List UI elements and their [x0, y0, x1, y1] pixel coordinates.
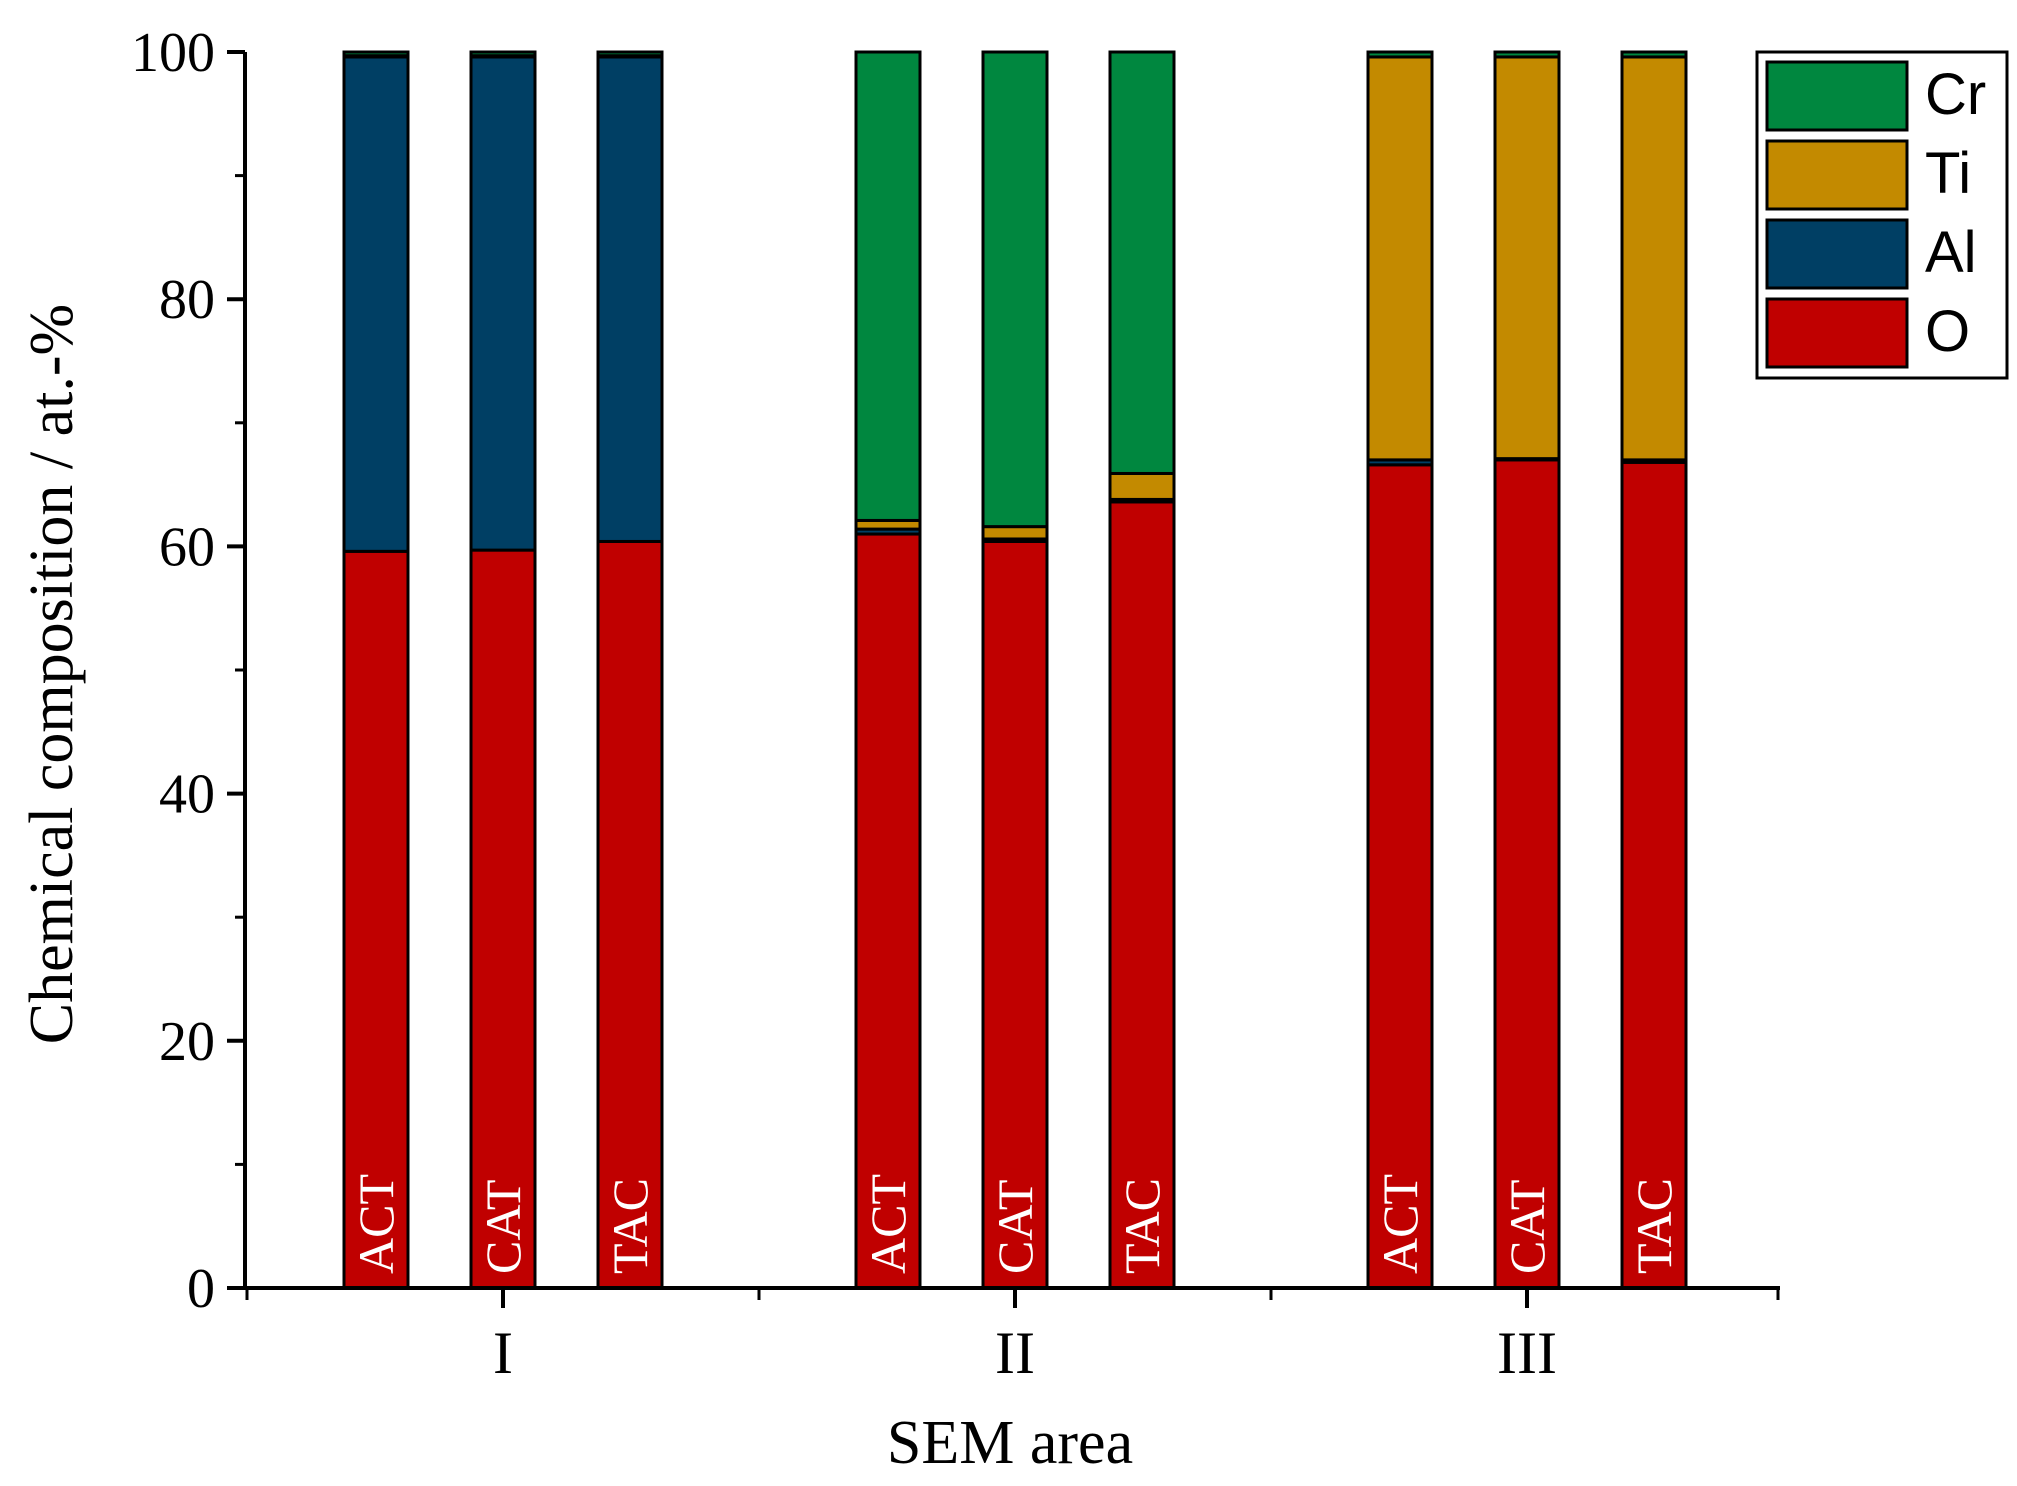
bar-segment-II-CAT-Ti	[981, 525, 1049, 541]
bar-segment-III-ACT-O	[1366, 463, 1434, 1290]
x-axis-title: SEM area	[887, 1409, 1133, 1477]
bar-segment-III-CAT-Ti	[1493, 55, 1561, 461]
legend-swatch-O	[1765, 297, 1909, 369]
legend-label-Al: Al	[1925, 220, 1977, 285]
bar-label-I-TAC: TAC	[602, 1178, 658, 1274]
x-tick-label-III: III	[1497, 1320, 1557, 1386]
bar-label-I-ACT: ACT	[348, 1174, 404, 1274]
y-tick-label-20: 20	[159, 1011, 215, 1073]
bar-segment-II-TAC-Ti	[1108, 471, 1176, 501]
legend: Cr Ti Al O	[1755, 50, 2009, 380]
bar-segment-I-TAC-Al	[596, 55, 664, 543]
bar-segment-III-CAT-Cr	[1493, 50, 1561, 59]
bar-label-III-ACT: ACT	[1372, 1174, 1428, 1274]
bar-segment-I-ACT-O	[342, 549, 410, 1290]
bars-layer: ACT CAT TAC ACT CAT TAC ACT CAT TAC	[342, 50, 1688, 1290]
bar-segment-I-CAT-O	[469, 548, 537, 1290]
legend-swatch-Cr	[1765, 60, 1909, 132]
bar-segment-I-ACT-Cr	[342, 50, 410, 58]
bar-segment-II-CAT-Cr	[981, 50, 1049, 529]
bar-segment-III-TAC-O	[1620, 460, 1688, 1290]
bar-segment-I-CAT-Cr	[469, 50, 537, 58]
y-tick-label-40: 40	[159, 764, 215, 826]
y-tick-label-60: 60	[159, 516, 215, 578]
bar-segment-I-CAT-Al	[469, 55, 537, 552]
bar-label-II-CAT: CAT	[987, 1180, 1043, 1274]
bar-segment-II-TAC-Cr	[1108, 50, 1176, 475]
legend-label-Cr: Cr	[1925, 62, 1986, 127]
bar-segment-II-CAT-O	[981, 539, 1049, 1290]
y-tick-label-0: 0	[187, 1258, 215, 1320]
bar-segment-III-TAC-Ti	[1620, 55, 1688, 462]
bar-segment-III-ACT-Cr	[1366, 50, 1434, 59]
bar-label-III-TAC: TAC	[1626, 1178, 1682, 1274]
x-tick-label-II: II	[995, 1320, 1035, 1386]
y-axis-title: Chemical composition / at.-%	[18, 304, 86, 1044]
y-tick-label-100: 100	[131, 22, 215, 84]
legend-label-Ti: Ti	[1925, 141, 1971, 206]
bar-segment-II-TAC-O	[1108, 500, 1176, 1290]
bar-segment-III-ACT-Ti	[1366, 55, 1434, 462]
legend-swatch-Al	[1765, 218, 1909, 290]
bar-label-III-CAT: CAT	[1499, 1180, 1555, 1274]
legend-swatch-Ti	[1765, 139, 1909, 211]
bar-segment-I-ACT-Al	[342, 55, 410, 553]
legend-label-O: O	[1925, 299, 1970, 364]
bar-label-II-TAC: TAC	[1114, 1178, 1170, 1274]
y-tick-label-80: 80	[159, 269, 215, 331]
x-tick-label-I: I	[493, 1320, 513, 1386]
bar-segment-I-TAC-O	[596, 539, 664, 1290]
bar-segment-II-ACT-Cr	[854, 50, 922, 522]
bar-label-I-CAT: CAT	[475, 1180, 531, 1274]
bar-segment-I-TAC-Cr	[596, 50, 664, 58]
bar-segment-III-TAC-Cr	[1620, 50, 1688, 59]
bar-segment-III-CAT-O	[1493, 458, 1561, 1290]
bar-label-II-ACT: ACT	[860, 1174, 916, 1274]
